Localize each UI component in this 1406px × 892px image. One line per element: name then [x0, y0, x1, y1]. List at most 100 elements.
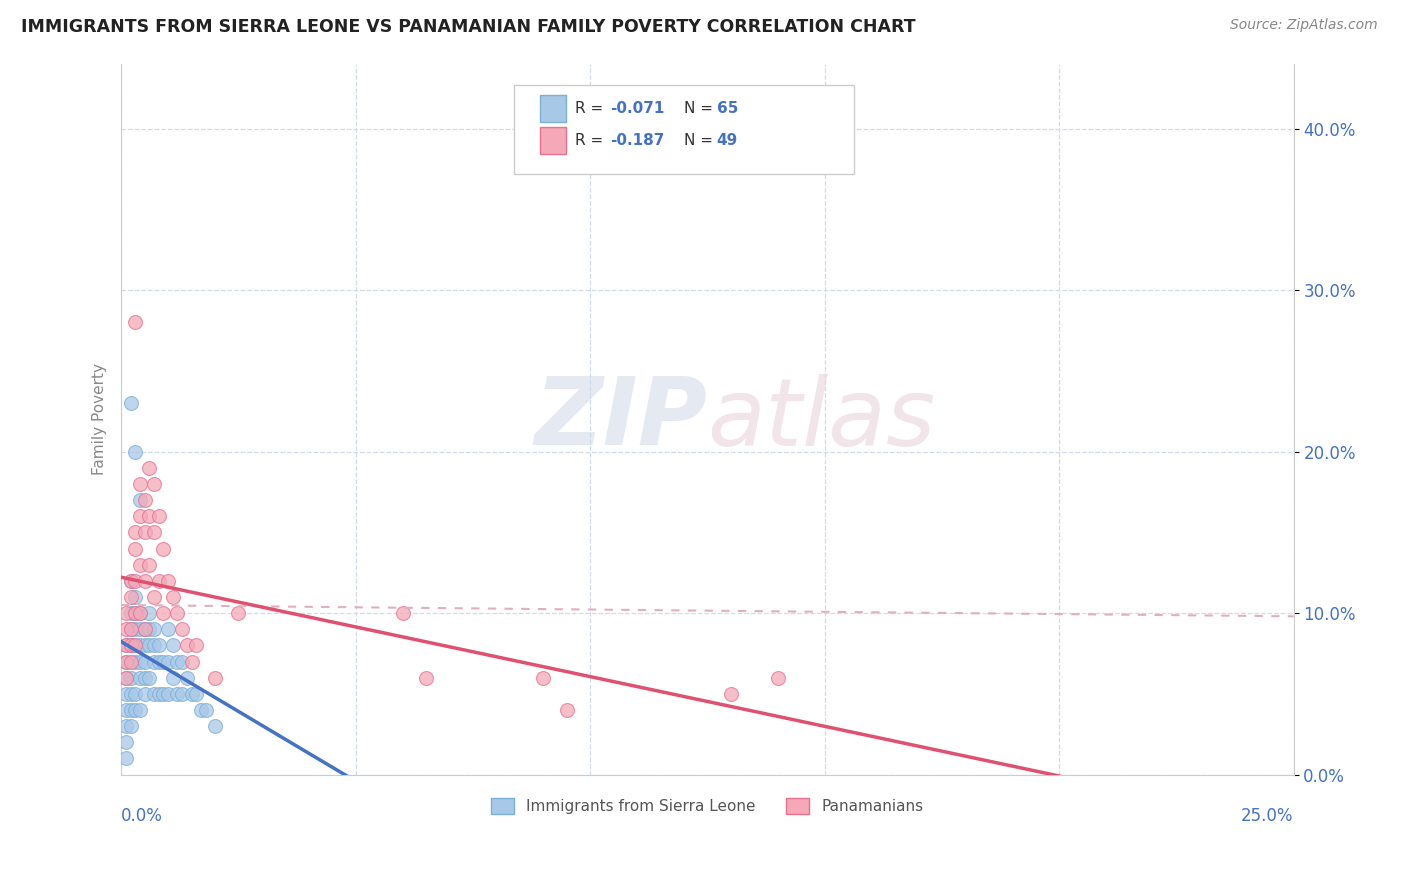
- Point: [138, 509, 160, 524]
- Point: [172, 655, 194, 669]
- Point: [124, 574, 146, 588]
- Text: Source: ZipAtlas.com: Source: ZipAtlas.com: [1230, 18, 1378, 32]
- Point: [124, 639, 146, 653]
- Point: [138, 639, 160, 653]
- Point: [124, 639, 146, 653]
- Point: [172, 687, 194, 701]
- Point: [143, 687, 166, 701]
- Text: N =: N =: [683, 133, 718, 148]
- Point: [134, 493, 156, 508]
- Point: [204, 671, 226, 685]
- Text: ZIP: ZIP: [534, 374, 707, 466]
- Point: [194, 703, 217, 717]
- Point: [204, 719, 226, 733]
- Point: [115, 655, 138, 669]
- Text: -0.187: -0.187: [610, 133, 665, 148]
- Point: [115, 735, 138, 749]
- Point: [148, 639, 170, 653]
- Point: [115, 687, 138, 701]
- Text: 25.0%: 25.0%: [1241, 806, 1294, 824]
- Point: [124, 525, 146, 540]
- Point: [148, 687, 170, 701]
- Point: [120, 671, 142, 685]
- Point: [555, 703, 578, 717]
- Point: [138, 606, 160, 620]
- Point: [134, 655, 156, 669]
- Point: [152, 687, 174, 701]
- Point: [120, 606, 142, 620]
- Point: [138, 622, 160, 636]
- Y-axis label: Family Poverty: Family Poverty: [93, 363, 107, 475]
- FancyBboxPatch shape: [540, 95, 565, 122]
- Point: [115, 655, 138, 669]
- Point: [162, 639, 184, 653]
- Point: [152, 606, 174, 620]
- Point: [134, 687, 156, 701]
- Point: [134, 671, 156, 685]
- Point: [120, 574, 142, 588]
- Point: [180, 687, 202, 701]
- Point: [129, 639, 152, 653]
- Point: [157, 622, 180, 636]
- Point: [129, 622, 152, 636]
- Point: [115, 606, 138, 620]
- Point: [129, 493, 152, 508]
- Legend: Immigrants from Sierra Leone, Panamanians: Immigrants from Sierra Leone, Panamanian…: [485, 792, 929, 821]
- Text: R =: R =: [575, 102, 607, 116]
- Text: IMMIGRANTS FROM SIERRA LEONE VS PANAMANIAN FAMILY POVERTY CORRELATION CHART: IMMIGRANTS FROM SIERRA LEONE VS PANAMANI…: [21, 18, 915, 36]
- Point: [129, 655, 152, 669]
- Point: [157, 574, 180, 588]
- Point: [124, 606, 146, 620]
- Point: [391, 606, 413, 620]
- Point: [129, 606, 152, 620]
- Point: [162, 671, 184, 685]
- Point: [129, 476, 152, 491]
- Point: [115, 639, 138, 653]
- Point: [152, 541, 174, 556]
- Point: [143, 639, 166, 653]
- Text: 49: 49: [717, 133, 738, 148]
- Point: [766, 671, 789, 685]
- Point: [186, 687, 208, 701]
- Point: [172, 622, 194, 636]
- Point: [115, 671, 138, 685]
- Point: [120, 655, 142, 669]
- Point: [228, 606, 250, 620]
- Point: [157, 655, 180, 669]
- Point: [124, 622, 146, 636]
- Point: [138, 671, 160, 685]
- Point: [148, 655, 170, 669]
- Point: [115, 751, 138, 765]
- Point: [120, 590, 142, 604]
- Point: [138, 558, 160, 572]
- Point: [176, 671, 198, 685]
- Point: [162, 590, 184, 604]
- Point: [176, 639, 198, 653]
- Point: [531, 671, 554, 685]
- Text: R =: R =: [575, 133, 607, 148]
- Point: [115, 671, 138, 685]
- Point: [129, 703, 152, 717]
- Point: [129, 558, 152, 572]
- Point: [115, 639, 138, 653]
- Point: [134, 574, 156, 588]
- Point: [124, 590, 146, 604]
- Point: [120, 622, 142, 636]
- Point: [148, 509, 170, 524]
- Point: [143, 655, 166, 669]
- Point: [120, 639, 142, 653]
- Point: [190, 703, 212, 717]
- Point: [129, 671, 152, 685]
- Point: [157, 687, 180, 701]
- Point: [143, 476, 166, 491]
- Text: 0.0%: 0.0%: [121, 806, 163, 824]
- Point: [134, 622, 156, 636]
- Point: [186, 639, 208, 653]
- Text: 65: 65: [717, 102, 738, 116]
- Point: [129, 509, 152, 524]
- Point: [166, 655, 188, 669]
- Point: [720, 687, 742, 701]
- Point: [415, 671, 437, 685]
- FancyBboxPatch shape: [515, 86, 853, 174]
- Point: [124, 606, 146, 620]
